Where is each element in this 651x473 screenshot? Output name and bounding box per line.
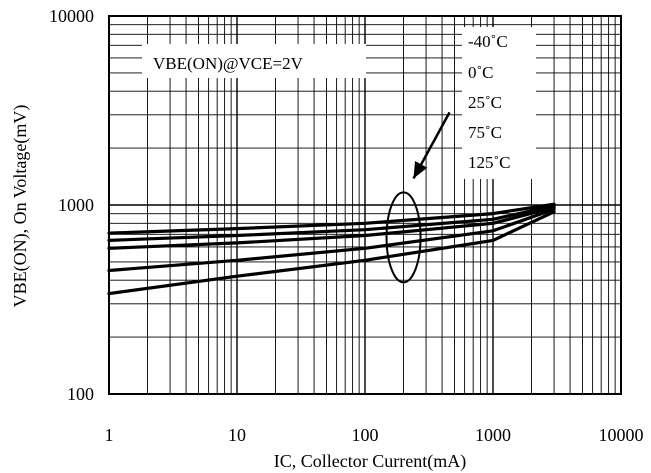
- annotation-ellipse: [385, 191, 422, 284]
- x-tick-label: 10: [228, 425, 246, 445]
- x-tick-label: 1000: [475, 425, 511, 445]
- series-line: [107, 204, 556, 242]
- y-tick-labels: 100 1000 10000: [49, 6, 94, 404]
- x-tick-label: 100: [352, 425, 379, 445]
- legend-entry-75: 75˚C: [468, 123, 502, 142]
- x-axis-title: IC, Collector Current(mA): [274, 451, 466, 472]
- x-tick-label: 10000: [599, 425, 644, 445]
- series-line: [107, 210, 556, 296]
- x-tick-labels: 1 10 100 1000 10000: [105, 425, 644, 445]
- x-tick-label: 1: [105, 425, 114, 445]
- condition-label: VBE(ON)@VCE=2V: [153, 54, 304, 73]
- series-lines: [107, 202, 556, 296]
- y-axis-title: VBE(ON), On Voltage(mV): [10, 105, 31, 308]
- annotation-group: [385, 111, 451, 284]
- annotation-arrowhead: [413, 161, 428, 179]
- legend-entry-minus40: -40˚C: [468, 32, 508, 51]
- y-tick-label: 100: [67, 384, 94, 404]
- legend-entry-0: 0˚C: [468, 63, 494, 82]
- series-line: [107, 202, 556, 235]
- series-line: [107, 207, 556, 273]
- legend-entry-25: 25˚C: [468, 93, 502, 112]
- y-tick-label: 1000: [58, 195, 94, 215]
- legend: -40˚C 0˚C 25˚C 75˚C 125˚C: [462, 27, 536, 179]
- legend-background: [462, 27, 536, 179]
- condition-label-background: [142, 44, 366, 78]
- plot-frame: [108, 15, 622, 395]
- y-tick-label: 10000: [49, 6, 94, 26]
- legend-entry-125: 125˚C: [468, 153, 511, 172]
- condition-label-box: VBE(ON)@VCE=2V: [142, 44, 366, 78]
- series-line: [107, 205, 556, 250]
